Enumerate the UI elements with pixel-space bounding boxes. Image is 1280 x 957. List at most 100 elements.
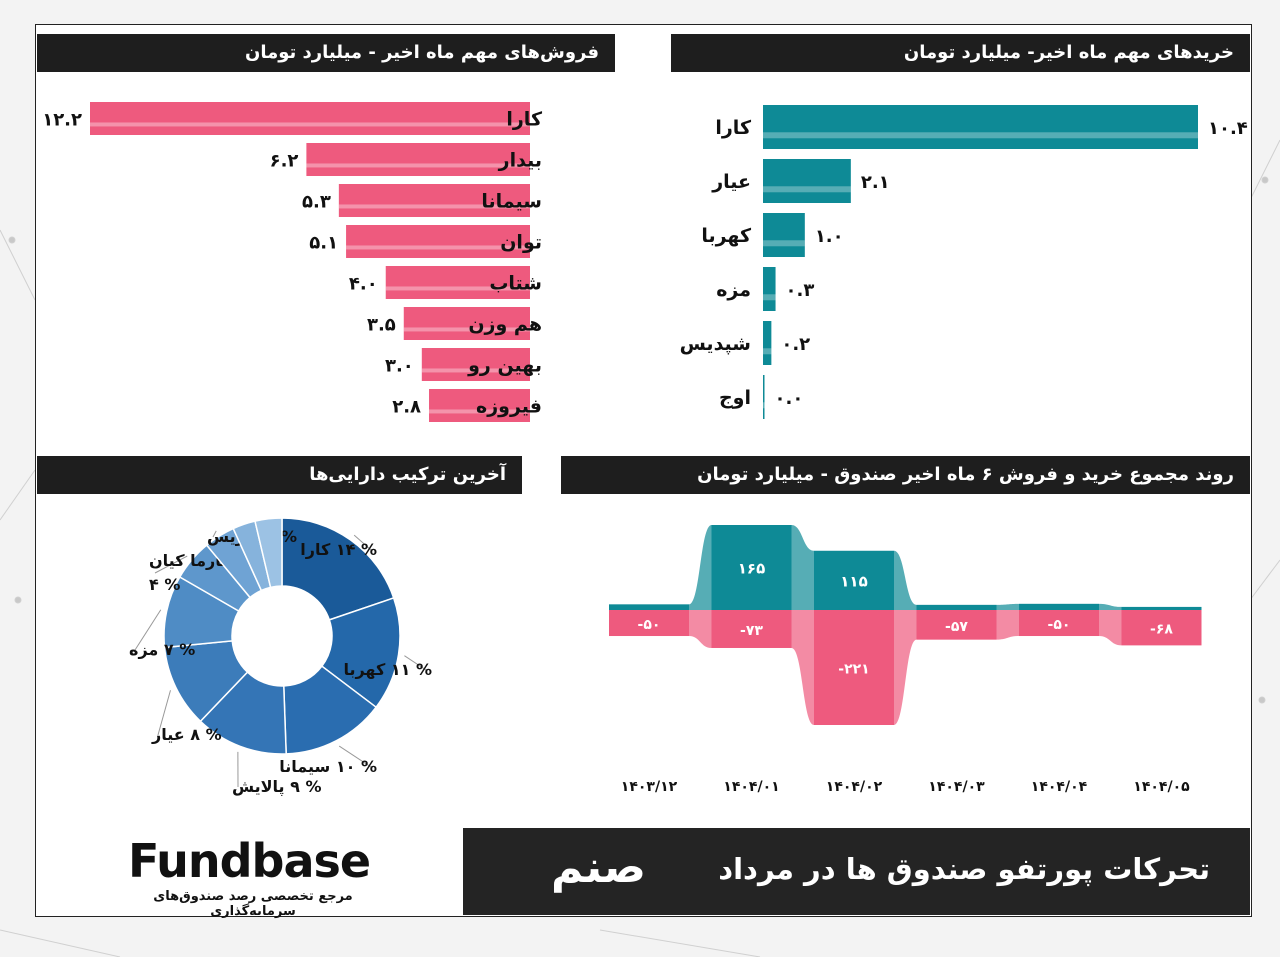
donut-label: % ۱۰ سیمانا (279, 757, 377, 776)
sales-category-label: توان (500, 232, 542, 254)
donut-slice (254, 517, 283, 589)
buys-bar-highlight (763, 132, 1198, 139)
buys-value-label: ۰.۲ (781, 334, 810, 355)
donut-leader-line (353, 534, 372, 551)
buys-bar-highlight (763, 294, 776, 301)
sales-value-label: ۵.۱ (309, 233, 338, 254)
donut-label: % ۴ (149, 575, 180, 594)
trend-bar-positive (711, 525, 792, 610)
trend-bar-positive (1121, 606, 1202, 610)
buys-category-label: کهربا (701, 225, 752, 247)
sales-value-label: ۶.۲ (270, 151, 299, 172)
sales-bar (403, 307, 530, 340)
trend-connector-positive (894, 550, 917, 610)
trend-x-tick-label: ۱۴۰۴/۰۵ (1133, 779, 1190, 795)
donut-leader-line (404, 655, 427, 671)
sales-bar-highlight (90, 122, 530, 127)
donut-slice (281, 517, 395, 621)
trend-connector-negative (996, 610, 1019, 640)
trend-x-tick-label: ۱۴۰۴/۰۳ (928, 779, 985, 795)
sales-value-label: ۵.۳ (302, 192, 331, 213)
sales-bar (385, 266, 530, 299)
buys-bar (763, 105, 1198, 149)
trend-x-tick-label: ۱۴۰۴/۰۴ (1031, 779, 1088, 795)
trend-connector-negative (1099, 610, 1122, 646)
buys-category-label: عیار (711, 171, 751, 193)
buys-category-label: اوج (719, 387, 751, 409)
trend-bar-positive (916, 604, 997, 610)
sales-bar (338, 184, 530, 217)
buys-bar-chart: ۱۰.۴ کارا ۲.۱ عیار ۱.۰ کهربا ۰.۳ مزه ۰.۲ شپدیس ۰.۰… (680, 105, 1248, 419)
donut-leader-line (134, 609, 162, 651)
buys-bar-highlight (763, 402, 765, 409)
logo-tagline: مرجع تخصصی رصد صندوق‌های سرمایه‌گذاری (153, 889, 353, 919)
fundbase-logo: Fundbase مرجع تخصصی رصد صندوق‌های سرمایه… (128, 833, 378, 919)
sales-bar (306, 143, 530, 176)
trend-negative-label: -۲۲۱ (838, 662, 869, 678)
asset-composition-donut: % ۱۴ کارا % ۱۱ کهربا % ۱۰ سیمانا% ۹ پالایش… (129, 517, 432, 797)
sales-category-label: شتاب (489, 273, 542, 295)
sales-category-label: بیدار (498, 150, 542, 172)
buys-bar (763, 375, 765, 419)
sales-value-label: ۴.۰ (349, 274, 378, 295)
sales-value-label: ۱۲.۲ (42, 110, 82, 131)
trend-connector-negative (791, 610, 814, 725)
trend-connector-positive (996, 603, 1019, 610)
buys-bar-highlight (763, 186, 851, 193)
buys-value-label: ۰.۳ (786, 280, 815, 301)
trend-bar-negative (711, 610, 792, 648)
trend-bar-negative (1121, 610, 1202, 646)
footer-banner: تحرکات پورتفو صندوق ها در مرداد صنم (463, 828, 1250, 915)
buys-bar (763, 159, 851, 203)
buys-bar (763, 321, 772, 365)
buys-category-label: مزه (716, 279, 751, 301)
trend-positive-label: ۱۶۵ (738, 560, 765, 578)
buys-value-label: ۱.۰ (815, 226, 844, 247)
trend-bar-negative (916, 610, 997, 640)
logo-brand: Fundbase (128, 834, 371, 888)
buys-bar (763, 267, 776, 311)
sales-bar-highlight (385, 286, 530, 291)
sales-category-label: کارا (506, 109, 543, 131)
trend-bar-positive (609, 604, 689, 610)
footer-title: تحرکات پورتفو صندوق ها در مرداد (718, 852, 1210, 886)
trend-negative-label: -۵۰ (638, 617, 661, 633)
trend-bar-positive (814, 550, 894, 610)
trend-chart-title: روند مجموع خرید و فروش ۶ ماه اخیر صندوق … (561, 456, 1250, 494)
donut-label: % ۷ مزه (129, 640, 195, 659)
trend-connector-positive (791, 525, 814, 610)
donut-leader-line (212, 530, 217, 538)
trend-bar-positive (1019, 603, 1099, 610)
trend-x-tick-label: ۱۴۰۳/۱۲ (621, 779, 678, 795)
trend-bar-negative (609, 610, 689, 637)
buys-category-label: شپدیس (680, 333, 751, 355)
buys-bar (763, 213, 805, 257)
sales-bar (346, 225, 530, 258)
donut-leader-line (157, 690, 171, 736)
sales-category-label: هم وزن (468, 314, 542, 336)
buys-category-label: کارا (715, 117, 752, 139)
fund-name: صنم (551, 842, 646, 893)
sales-chart-title: فروش‌های مهم ماه اخیر - میلیارد تومان (37, 34, 615, 72)
buys-value-label: ۰.۰ (775, 388, 804, 409)
donut-label: % ۹ پالایش (232, 777, 322, 797)
trend-negative-label: -۶۸ (1150, 622, 1173, 638)
trend-negative-label: -۵۷ (945, 619, 968, 635)
sales-bar-highlight (421, 368, 530, 373)
donut-label: % ۱۴ کارا (300, 540, 377, 559)
sales-bar-highlight (429, 409, 530, 414)
buys-value-label: ۲.۱ (861, 172, 890, 193)
trend-negative-label: -۷۳ (740, 623, 763, 639)
trend-bar-negative (1019, 610, 1099, 637)
trend-connector-negative (894, 610, 917, 725)
trend-connector-negative (689, 610, 712, 648)
trend-x-tick-label: ۱۴۰۴/۰۲ (826, 779, 883, 795)
donut-label: % ۱۱ کهربا (343, 660, 432, 679)
buys-chart-title: خریدهای مهم ماه اخیر- میلیارد تومان (671, 34, 1250, 72)
trend-bar-negative (814, 610, 894, 725)
sales-bar (90, 102, 530, 135)
buys-bar-highlight (763, 240, 805, 247)
trend-connector-positive (689, 525, 712, 610)
donut-label: فارما کیان (149, 551, 232, 570)
